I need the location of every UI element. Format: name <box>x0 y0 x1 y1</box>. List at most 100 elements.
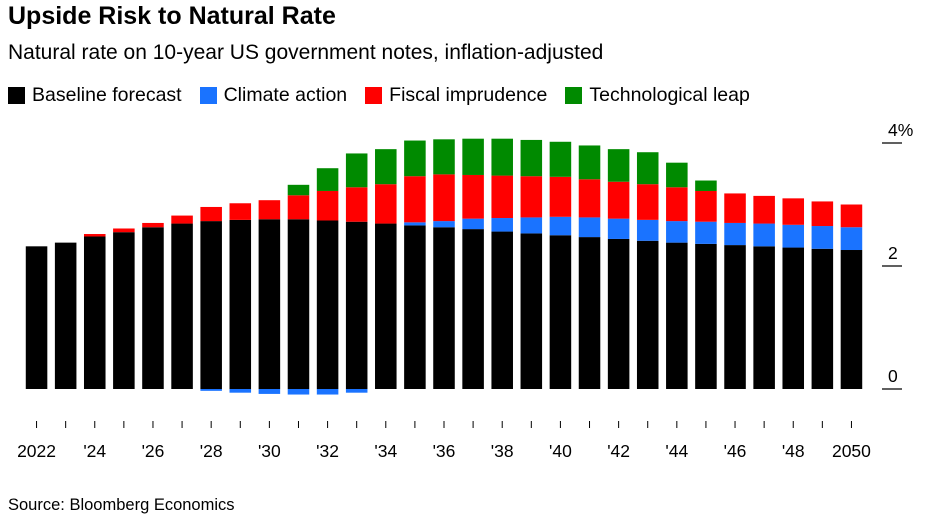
bar-tech-2045 <box>695 180 717 191</box>
bar-climate-2042 <box>607 218 630 239</box>
x-tick-label-2034: '34 <box>374 441 397 461</box>
bar-baseline-2049 <box>811 248 834 389</box>
bar-baseline-2048 <box>782 247 805 389</box>
bar-climate-2039 <box>520 217 543 234</box>
bar-baseline-2023 <box>54 242 77 389</box>
bar-climate-2041 <box>578 217 601 238</box>
bar-tech-2037 <box>462 138 484 175</box>
chart-title: Upside Risk to Natural Rate <box>8 2 336 30</box>
bar-climate-2046 <box>724 222 746 246</box>
bar-tech-2035 <box>404 140 426 177</box>
bar-tech-2034 <box>375 149 397 185</box>
bar-baseline-2031 <box>287 219 310 389</box>
bar-baseline-2034 <box>375 223 397 389</box>
bar-chart: 0 2 4% 2022 '24 '26 '28 '30 '32 '34 '36 '38 '40 '42 '4… <box>17 120 913 461</box>
bar-climate-2044 <box>666 221 688 243</box>
bar-fiscal-2036 <box>433 174 455 222</box>
bar-baseline-2022 <box>25 246 48 389</box>
bar-baseline-2037 <box>462 229 484 389</box>
bar-fiscal-2029 <box>229 203 252 220</box>
bar-baseline-2032 <box>316 220 339 389</box>
bar-climate-2048 <box>782 224 805 248</box>
x-tick-label-2038: '38 <box>491 441 514 461</box>
x-tick-label-2024: '24 <box>83 441 106 461</box>
bar-tech-2031 <box>287 184 310 196</box>
bar-baseline-2043 <box>636 240 659 389</box>
legend-item-baseline: Baseline forecast <box>8 84 182 107</box>
bar-climate-2040 <box>549 216 572 236</box>
legend-item-tech: Technological leap <box>565 84 750 107</box>
bar-baseline-2046 <box>724 245 746 389</box>
bar-climate-2043 <box>636 219 659 241</box>
x-tick-label-2040: '40 <box>549 441 572 461</box>
bar-baseline-2033 <box>345 221 368 389</box>
bar-fiscal-2037 <box>462 174 484 219</box>
source-note: Source: Bloomberg Economics <box>8 496 235 514</box>
bar-fiscal-2034 <box>375 184 397 224</box>
bar-baseline-2041 <box>578 237 601 389</box>
legend-item-climate: Climate action <box>199 84 347 107</box>
bar-fiscal-2044 <box>666 187 688 222</box>
bar-baseline-2025 <box>113 232 135 389</box>
bar-baseline-2028 <box>200 221 222 389</box>
bar-baseline-2050 <box>840 250 863 389</box>
bar-climate-2033 <box>345 389 368 393</box>
x-tick-label-2050: 2050 <box>832 441 871 461</box>
bar-tech-2040 <box>549 141 572 177</box>
legend-swatch-fiscal <box>365 87 383 104</box>
bar-baseline-2035 <box>404 225 426 389</box>
bar-tech-2041 <box>578 145 601 180</box>
bar-fiscal-2049 <box>811 201 834 227</box>
bar-fiscal-2033 <box>345 187 368 222</box>
legend-label-baseline: Baseline forecast <box>32 84 182 106</box>
bar-fiscal-2047 <box>753 195 775 224</box>
x-tick-label-2028: '28 <box>200 441 223 461</box>
bar-fiscal-2039 <box>520 176 543 218</box>
bar-fiscal-2035 <box>404 176 426 223</box>
bar-fiscal-2042 <box>607 181 630 219</box>
bar-fiscal-2031 <box>287 195 310 220</box>
bar-fiscal-2026 <box>142 222 164 228</box>
bar-fiscal-2038 <box>491 175 513 219</box>
bar-baseline-2040 <box>549 235 572 389</box>
legend-swatch-tech <box>565 87 583 104</box>
x-tick-label-2042: '42 <box>607 441 630 461</box>
bar-baseline-2047 <box>753 246 775 389</box>
x-tick-label-2030: '30 <box>258 441 281 461</box>
legend-label-tech: Technological leap <box>589 84 750 106</box>
y-tick-label-4: 4% <box>888 120 913 140</box>
x-tick-label-2044: '44 <box>665 441 688 461</box>
bar-climate-2045 <box>695 221 717 244</box>
x-tick-label-2032: '32 <box>316 441 339 461</box>
bar-baseline-2036 <box>433 227 455 389</box>
bar-tech-2042 <box>607 149 630 182</box>
bar-baseline-2039 <box>520 233 543 389</box>
bar-fiscal-2024 <box>83 234 106 237</box>
bar-fiscal-2032 <box>316 190 339 221</box>
legend: Baseline forecast Climate action Fiscal … <box>8 84 768 107</box>
bar-fiscal-2045 <box>695 190 717 222</box>
bar-fiscal-2041 <box>578 179 601 218</box>
bar-fiscal-2030 <box>258 200 281 220</box>
y-tick-label-0: 0 <box>888 366 898 386</box>
bar-climate-2049 <box>811 226 834 249</box>
legend-swatch-climate <box>199 87 217 104</box>
bar-tech-2032 <box>316 168 339 191</box>
bar-fiscal-2025 <box>113 228 135 233</box>
bar-tech-2033 <box>345 153 368 188</box>
legend-label-fiscal: Fiscal imprudence <box>389 84 548 106</box>
bar-fiscal-2050 <box>840 204 863 228</box>
legend-item-fiscal: Fiscal imprudence <box>365 84 547 107</box>
bar-climate-2037 <box>462 218 484 230</box>
x-tick-label-2026: '26 <box>142 441 165 461</box>
bar-baseline-2027 <box>171 223 193 389</box>
bar-tech-2038 <box>491 138 513 176</box>
bar-fiscal-2028 <box>200 206 222 222</box>
bar-baseline-2042 <box>607 238 630 389</box>
bar-climate-2030 <box>258 389 281 394</box>
bar-climate-2036 <box>433 221 455 228</box>
x-tick-label-2022: 2022 <box>17 441 56 461</box>
bar-fiscal-2046 <box>724 193 746 223</box>
bar-climate-2032 <box>316 389 339 395</box>
bar-climate-2029 <box>229 389 252 393</box>
